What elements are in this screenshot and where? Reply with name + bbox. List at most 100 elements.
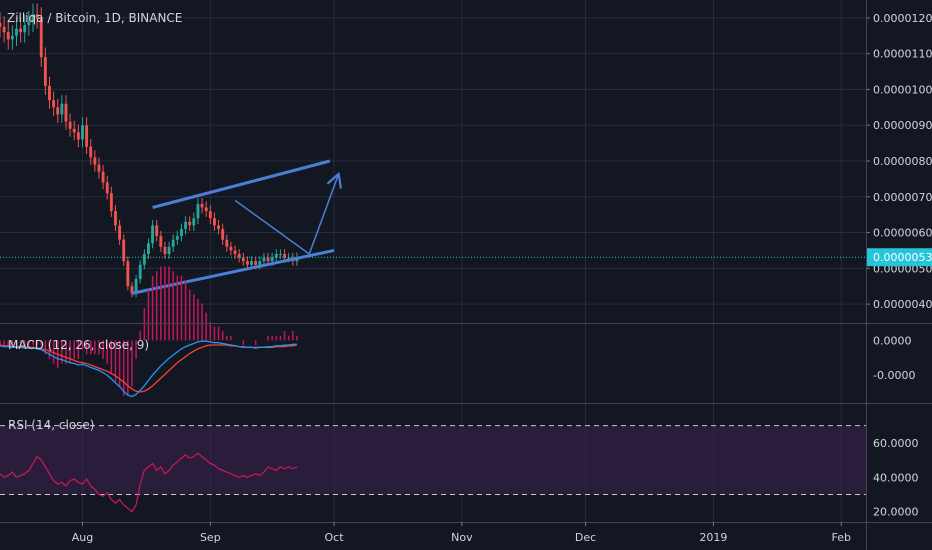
candle-body (130, 286, 134, 294)
trendline-descending (234, 199, 310, 255)
candle-body (278, 254, 282, 256)
candle-body (163, 246, 167, 255)
candle-body (52, 100, 56, 108)
candle-body (233, 250, 237, 255)
macd-line (0, 340, 297, 398)
candle-body (138, 264, 142, 280)
candle-body (167, 246, 171, 255)
candle-body (270, 257, 274, 262)
candle-body (64, 103, 68, 122)
candle-body (114, 211, 117, 226)
candle-body (2, 26, 6, 33)
macd-label: MACD (12, 26, close, 9) (8, 338, 149, 352)
grid (0, 0, 866, 522)
rsi-tick-label: 20.0000 (873, 506, 919, 519)
time-tick-label: Aug (72, 531, 93, 544)
candle-body (81, 125, 84, 140)
candle-body (192, 218, 196, 226)
candle-body (23, 25, 27, 33)
time-tick-label: Sep (200, 531, 221, 544)
candle-body (134, 279, 138, 294)
candle-body (85, 125, 89, 147)
candle-body (48, 85, 51, 101)
candle-body (151, 225, 155, 244)
chart-title: Zilliqa / Bitcoin, 1D, BINANCE (7, 11, 182, 25)
candle-body (105, 182, 109, 194)
candle-body (254, 261, 258, 265)
candle-body (60, 103, 64, 115)
candle-body (245, 261, 249, 265)
candle-body (147, 243, 150, 255)
candle-body (159, 236, 163, 247)
rsi-band-fill (0, 425, 866, 495)
time-tick-label: 2019 (699, 531, 727, 544)
candle-body (217, 225, 221, 229)
macd-pane (0, 266, 298, 398)
time-tick-label: Dec (575, 531, 596, 544)
candle-body (142, 254, 146, 265)
candle-body (93, 157, 97, 165)
candle-body (76, 132, 80, 140)
candle-body (283, 254, 286, 258)
last-price-badge (867, 248, 932, 267)
candle-body (237, 254, 241, 258)
candle-body (68, 121, 72, 129)
rsi-band-area (0, 425, 866, 495)
candle-body (31, 14, 35, 22)
candle-body (35, 14, 39, 18)
candle-body (274, 254, 278, 258)
candle-body (72, 128, 76, 133)
rsi-pane (0, 425, 866, 513)
candle-body (200, 203, 204, 208)
candle-body (229, 246, 233, 251)
candle-body (19, 28, 23, 33)
candle-body (180, 228, 183, 237)
macd-tick-label: -0.0000 (873, 369, 915, 382)
candle-body (208, 211, 212, 219)
candle-body (15, 28, 18, 36)
candle-body (171, 239, 175, 247)
time-tick-label: Feb (832, 531, 851, 544)
rsi-tick-label: 40.0000 (873, 471, 919, 484)
rsi-tick-label: 60.0000 (873, 437, 919, 450)
candle-body (196, 203, 200, 219)
last-price-label: 0.00000531 (873, 251, 932, 264)
candle-body (221, 228, 225, 240)
candle-body (109, 193, 113, 212)
trendline-upper-channel (152, 159, 331, 209)
candles (0, 3, 866, 298)
candle-body (101, 171, 105, 183)
candle-body (225, 239, 229, 247)
candle-body (126, 261, 130, 287)
candle-body (39, 17, 43, 58)
candle-body (89, 146, 93, 158)
candle-body (184, 221, 188, 229)
candle-body (262, 257, 266, 262)
projection-arrow (308, 175, 338, 255)
candle-body (56, 107, 60, 115)
macd-tick-label: 0.0000 (873, 334, 912, 347)
candle-body (188, 221, 192, 226)
candle-body (6, 32, 10, 40)
candle-body (155, 225, 159, 237)
time-tick-label: Oct (325, 531, 345, 544)
candle-body (118, 225, 122, 240)
candle-body (43, 57, 47, 86)
rsi-label: RSI (14, close) (8, 418, 94, 432)
candle-body (266, 257, 270, 262)
candle-body (258, 261, 262, 265)
candle-body (204, 207, 208, 212)
candle-body (175, 236, 179, 240)
candle-body (27, 21, 31, 26)
time-tick-label: Nov (451, 531, 473, 544)
candle-body (287, 257, 291, 259)
rsi-line (0, 452, 298, 513)
candle-body (97, 164, 101, 172)
